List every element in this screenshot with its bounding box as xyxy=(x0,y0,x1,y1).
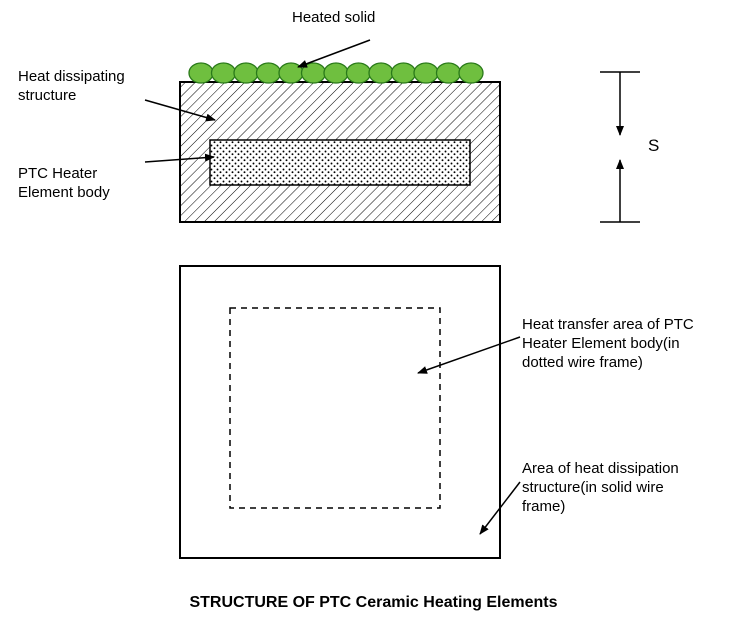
heated-solid-ellipse xyxy=(369,63,393,83)
label-ptc-heater-body: PTC Heater Element body xyxy=(18,165,110,203)
dot-fill xyxy=(210,140,470,185)
label-heat-transfer-area: Heat transfer area of PTC Heater Element… xyxy=(522,316,732,372)
diagram-title: STRUCTURE OF PTC Ceramic Heating Element… xyxy=(0,594,747,612)
heated-solid-ellipse xyxy=(392,63,416,83)
heated-solid-ellipse xyxy=(257,63,281,83)
heated-solid-ellipse xyxy=(437,63,461,83)
heated-solid-ellipse xyxy=(302,63,326,83)
label-heated-solid: Heated solid xyxy=(292,9,375,28)
label-area-heat-dissipation: Area of heat dissipation structure(in so… xyxy=(522,460,732,516)
heated-solid-ellipse xyxy=(324,63,348,83)
heated-solid-row xyxy=(189,63,483,83)
plan-view xyxy=(180,266,500,558)
plan-outer-rect xyxy=(180,266,500,558)
label-heat-dissipating-structure: Heat dissipating structure xyxy=(18,68,125,106)
s-dimension xyxy=(600,72,640,222)
heated-solid-ellipse xyxy=(189,63,213,83)
cross-section-group xyxy=(180,82,500,222)
heated-solid-ellipse xyxy=(459,63,483,83)
heated-solid-ellipse xyxy=(212,63,236,83)
plan-dashed-rect xyxy=(230,308,440,508)
label-s: S xyxy=(648,136,659,156)
diagram-root: Heated solid Heat dissipating structure … xyxy=(0,0,747,627)
heated-solid-ellipse xyxy=(347,63,371,83)
arrow-heat-transfer-area xyxy=(418,337,520,373)
heated-solid-ellipse xyxy=(234,63,258,83)
heated-solid-ellipse xyxy=(414,63,438,83)
